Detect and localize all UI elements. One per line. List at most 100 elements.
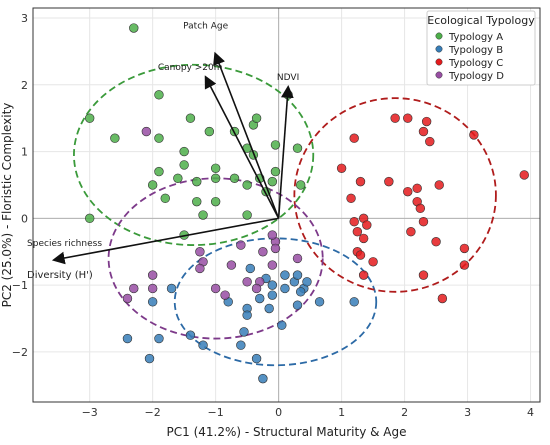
data-point (267, 230, 278, 240)
data-point (459, 243, 470, 254)
data-point (210, 163, 221, 173)
data-point (204, 126, 215, 137)
data-point (270, 140, 281, 150)
legend-marker (435, 32, 443, 40)
data-point (390, 113, 400, 123)
data-point (122, 333, 133, 344)
y-tick-label: 2 (21, 79, 28, 92)
data-point (358, 270, 369, 280)
data-point (352, 227, 363, 237)
data-point (406, 227, 416, 237)
data-point (154, 333, 164, 344)
x-tick-label: −2 (145, 406, 161, 419)
data-point (110, 133, 120, 143)
legend-label: Typology D (448, 71, 504, 82)
y-tick-label: 1 (21, 146, 28, 159)
vector-label: Diversity (H') (27, 270, 93, 281)
data-point (144, 353, 155, 364)
vector-label: NDVI (277, 73, 299, 83)
data-point (198, 340, 208, 350)
loading-vector-arrow (204, 75, 280, 219)
axis-ticks: −3 −2 −1 0 1 2 3 4 −2 −1 0 1 2 3 (12, 12, 534, 419)
data-point (267, 176, 278, 187)
data-point (242, 310, 252, 320)
data-point (179, 146, 189, 157)
data-point (267, 290, 278, 300)
data-point (255, 293, 265, 304)
data-point (295, 287, 306, 297)
confidence-ellipse (73, 63, 315, 246)
x-tick-label: 1 (338, 406, 345, 419)
data-point (292, 300, 303, 310)
data-point (195, 247, 205, 257)
legend-marker (435, 71, 443, 79)
data-point (292, 253, 303, 264)
legend: Ecological Typology Typology A Typology B… (426, 10, 536, 86)
confidence-ellipse (293, 97, 497, 293)
data-point (242, 277, 252, 287)
data-point (147, 180, 158, 190)
data-point (147, 270, 158, 280)
data-point (173, 173, 183, 183)
data-point (242, 210, 252, 220)
zero-lines (33, 8, 540, 402)
data-point (519, 170, 529, 180)
data-point (314, 297, 325, 307)
data-point (185, 330, 196, 340)
loading-vector-arrow (277, 84, 294, 219)
data-point (154, 90, 164, 100)
data-point (277, 320, 287, 330)
data-point (160, 193, 170, 204)
data-point (368, 257, 378, 267)
data-point (295, 180, 306, 190)
data-point (418, 126, 429, 137)
data-point (425, 136, 435, 147)
data-point (355, 250, 366, 260)
x-tick-label: −1 (208, 406, 224, 419)
legend-label: Typology A (448, 32, 503, 43)
data-point (362, 220, 372, 230)
data-point (84, 213, 95, 224)
data-point (185, 113, 196, 123)
data-point (415, 203, 426, 214)
data-point (210, 196, 221, 207)
data-point (226, 260, 237, 270)
x-tick-label: 4 (527, 406, 534, 419)
data-point (349, 297, 359, 307)
loading-vector-arrow (51, 217, 279, 265)
data-point (292, 270, 303, 280)
x-tick-label: 2 (401, 406, 408, 419)
loading-vectors: Patch Age Canopy >20m NDVI Species richness… (27, 22, 299, 281)
y-axis-title: PC2 (25.0%) - Floristic Complexity (0, 103, 14, 308)
data-point (195, 263, 205, 274)
x-tick-label: 0 (275, 406, 282, 419)
y-tick-label: 3 (21, 12, 28, 25)
data-point (258, 247, 268, 257)
data-point (122, 293, 133, 304)
data-point (239, 327, 249, 337)
data-point (355, 176, 366, 187)
data-point (258, 373, 268, 384)
data-point (245, 263, 255, 274)
data-point (302, 277, 312, 287)
data-point (236, 340, 246, 350)
legend-box (426, 10, 536, 86)
data-point (292, 143, 303, 153)
data-point (346, 193, 356, 204)
data-point (384, 176, 394, 187)
data-point (166, 283, 177, 294)
data-point (154, 133, 164, 143)
data-point (469, 130, 479, 140)
legend-label: Typology C (448, 58, 503, 69)
data-point (421, 116, 432, 127)
data-point (251, 353, 262, 364)
data-point (431, 237, 441, 247)
data-point (280, 270, 290, 280)
legend-label: Typology B (448, 45, 503, 56)
legend-marker (435, 45, 443, 53)
data-point (418, 216, 429, 227)
data-point (349, 216, 359, 227)
data-point (192, 196, 202, 207)
data-point (434, 180, 444, 190)
